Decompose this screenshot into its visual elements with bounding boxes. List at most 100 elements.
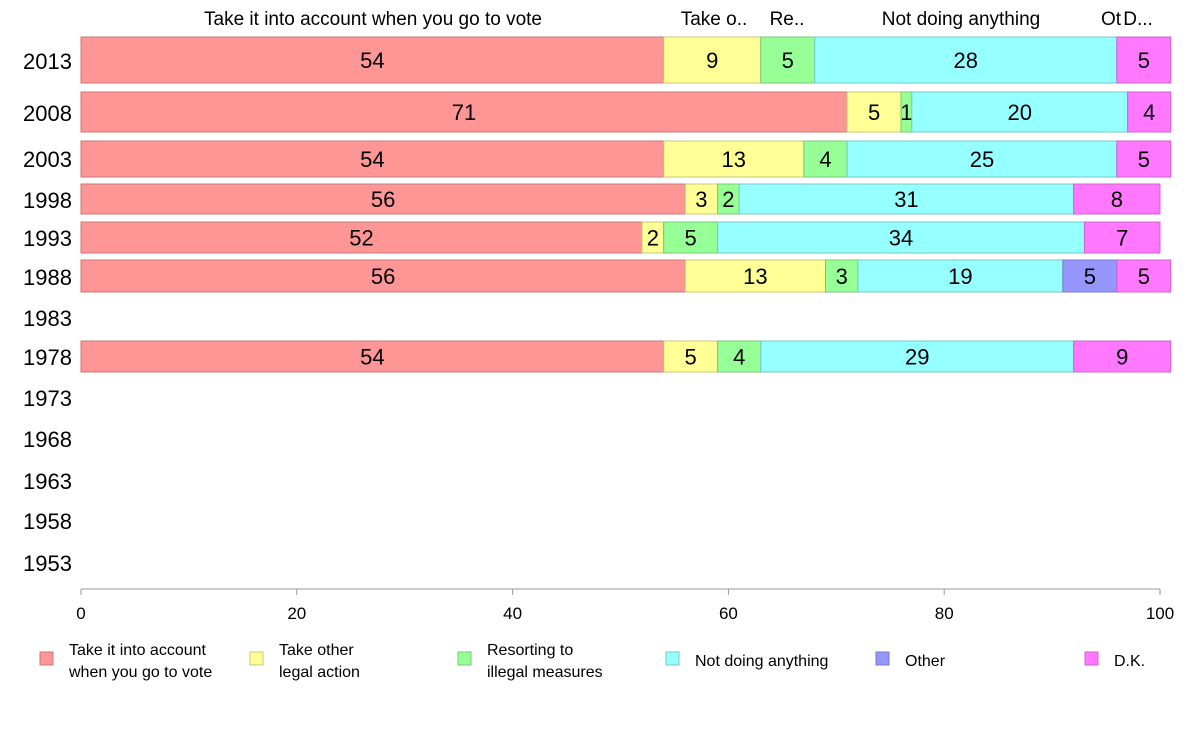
legend-label: legal action bbox=[279, 664, 360, 681]
legend-label: Take it into account bbox=[69, 642, 207, 659]
legend-swatch bbox=[665, 651, 680, 666]
bar-value-label: 5 bbox=[685, 345, 697, 370]
bar-value-label: 52 bbox=[349, 226, 373, 251]
bar-segment bbox=[663, 140, 805, 178]
bar-segment bbox=[663, 36, 762, 84]
bar-value-label: 9 bbox=[1116, 345, 1128, 370]
bar-value-label: 9 bbox=[706, 48, 718, 73]
bar-segment bbox=[803, 140, 848, 178]
column-header-label: Take it into account when you go to vote bbox=[204, 9, 542, 30]
year-label-1963: 1963 bbox=[23, 469, 72, 494]
bar-segment bbox=[663, 340, 719, 373]
year-label-1983: 1983 bbox=[23, 306, 72, 331]
bar-segment bbox=[911, 91, 1129, 133]
legend-swatch bbox=[249, 651, 264, 666]
bar-segment bbox=[717, 221, 1085, 254]
bar-segment bbox=[814, 36, 1118, 84]
bar-value-label: 3 bbox=[695, 187, 707, 212]
legend-label: Other bbox=[905, 653, 946, 670]
bar-segment bbox=[80, 36, 665, 84]
bar-value-label: 28 bbox=[954, 48, 978, 73]
bar-value-label: 54 bbox=[360, 48, 384, 73]
column-header-label: Re.. bbox=[770, 9, 805, 30]
bar-segment bbox=[846, 140, 1118, 178]
year-label-1993: 1993 bbox=[23, 226, 72, 251]
x-tick-label: 0 bbox=[76, 604, 85, 623]
bar-value-label: 54 bbox=[360, 147, 384, 172]
bar-value-label: 54 bbox=[360, 345, 384, 370]
year-label-2008: 2008 bbox=[23, 101, 72, 126]
year-label-1958: 1958 bbox=[23, 509, 72, 534]
year-label-1978: 1978 bbox=[23, 345, 72, 370]
bar-value-label: 5 bbox=[1138, 48, 1150, 73]
column-header-label: Ot bbox=[1101, 9, 1122, 30]
bar-segment bbox=[760, 36, 816, 84]
year-label-1988: 1988 bbox=[23, 265, 72, 290]
bar-value-label: 31 bbox=[894, 187, 918, 212]
bar-value-label: 19 bbox=[948, 264, 972, 289]
legend-label: Take other bbox=[279, 642, 354, 659]
bar-segment bbox=[80, 259, 686, 293]
bar-value-label: 25 bbox=[970, 147, 994, 172]
bar-value-label: 20 bbox=[1007, 100, 1031, 125]
legend-swatch bbox=[457, 651, 472, 666]
bar-segment bbox=[1127, 91, 1172, 133]
legend-label: D.K. bbox=[1114, 653, 1145, 670]
column-header-label: D... bbox=[1123, 9, 1153, 30]
bar-segment bbox=[1116, 140, 1172, 178]
bar-segment bbox=[80, 183, 686, 215]
bar-value-label: 5 bbox=[1138, 147, 1150, 172]
bar-value-label: 4 bbox=[733, 345, 745, 370]
legend-swatch bbox=[39, 651, 54, 666]
bar-segment bbox=[738, 183, 1075, 215]
x-tick-label: 40 bbox=[503, 604, 522, 623]
year-label-1968: 1968 bbox=[23, 427, 72, 452]
bar-value-label: 56 bbox=[371, 187, 395, 212]
legend-label: Not doing anything bbox=[695, 653, 828, 670]
bar-value-label: 5 bbox=[782, 48, 794, 73]
year-label-1953: 1953 bbox=[23, 551, 72, 576]
bar-value-label: 5 bbox=[868, 100, 880, 125]
bar-segment bbox=[80, 140, 665, 178]
bar-value-label: 29 bbox=[905, 345, 929, 370]
bar-segment bbox=[80, 91, 848, 133]
bar-segment bbox=[1062, 259, 1118, 293]
bar-value-label: 4 bbox=[819, 147, 831, 172]
bar-value-label: 5 bbox=[1138, 264, 1150, 289]
legend-label: Resorting to bbox=[487, 642, 573, 659]
bar-value-label: 2 bbox=[722, 187, 734, 212]
x-tick-label: 20 bbox=[287, 604, 306, 623]
bar-segment bbox=[1083, 221, 1161, 254]
bar-value-label: 7 bbox=[1116, 226, 1128, 251]
legend-swatch bbox=[1084, 651, 1099, 666]
year-label-1973: 1973 bbox=[23, 386, 72, 411]
bar-value-label: 56 bbox=[371, 264, 395, 289]
bar-segment bbox=[1116, 36, 1172, 84]
x-tick-label: 80 bbox=[935, 604, 954, 623]
bar-segment bbox=[1116, 259, 1172, 293]
bar-value-label: 5 bbox=[685, 226, 697, 251]
column-header-label: Take o.. bbox=[681, 9, 748, 30]
bar-value-label: 8 bbox=[1111, 187, 1123, 212]
bar-value-label: 1 bbox=[900, 100, 912, 125]
bar-segment bbox=[846, 91, 902, 133]
legend-swatch bbox=[875, 651, 890, 666]
bar-segment bbox=[825, 259, 859, 293]
bar-segment bbox=[717, 340, 762, 373]
bar-value-label: 13 bbox=[722, 147, 746, 172]
year-label-2003: 2003 bbox=[23, 147, 72, 172]
bar-value-label: 4 bbox=[1143, 100, 1155, 125]
bar-value-label: 13 bbox=[743, 264, 767, 289]
year-label-1998: 1998 bbox=[23, 188, 72, 213]
legend-label: when you go to vote bbox=[68, 664, 212, 681]
bar-value-label: 71 bbox=[452, 100, 476, 125]
bar-segment bbox=[1073, 183, 1161, 215]
x-tick-label: 100 bbox=[1146, 604, 1174, 623]
column-header-label: Not doing anything bbox=[882, 9, 1040, 30]
year-label-2013: 2013 bbox=[23, 49, 72, 74]
bar-value-label: 2 bbox=[647, 226, 659, 251]
bar-segment bbox=[760, 340, 1075, 373]
bar-value-label: 3 bbox=[836, 264, 848, 289]
bar-value-label: 5 bbox=[1084, 264, 1096, 289]
